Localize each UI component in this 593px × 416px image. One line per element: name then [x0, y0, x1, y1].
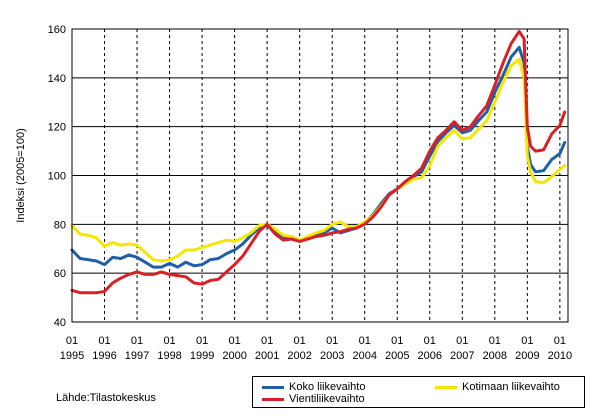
legend-swatch-vienti	[262, 397, 284, 401]
x-tick-labels: 01 1995 01 1996 01 1997 01 1998 01 1999 01 2000 01 20…	[60, 335, 572, 362]
x-tick-month-label: 01	[359, 335, 371, 347]
y-axis-label: Indeksi (2005=100)	[15, 128, 27, 222]
x-tick-year-label: 2007	[450, 350, 474, 362]
x-tick-month-label: 01	[196, 335, 208, 347]
x-tick-month-label: 01	[554, 335, 566, 347]
series-line-kotimaan-liikevaihto	[70, 58, 567, 263]
x-tick-month-label: 01	[456, 335, 468, 347]
y-tick-label: 160	[48, 24, 66, 36]
x-tick-month-label: 01	[391, 335, 403, 347]
x-tick-month-label: 01	[326, 335, 338, 347]
x-tick-year-label: 1997	[125, 350, 149, 362]
legend: Koko liikevaihto Kotimaan liikevaihto Vi…	[252, 376, 585, 408]
legend-label-kotimaan: Kotimaan liikevaihto	[462, 381, 560, 393]
legend-item-koko: Koko liikevaihto	[262, 381, 365, 393]
legend-item-kotimaan: Kotimaan liikevaihto	[435, 381, 560, 393]
x-tick-month-label: 01	[294, 335, 306, 347]
x-tick-month-label: 01	[131, 335, 143, 347]
series-line-vientiliikevaihto	[70, 29, 567, 295]
x-tick-year-label: 1998	[157, 350, 181, 362]
y-tick-label: 80	[54, 219, 66, 231]
x-tick-year-label: 2003	[320, 350, 344, 362]
legend-swatch-koko	[262, 385, 284, 389]
y-tick-label: 120	[48, 122, 66, 134]
x-tick-month-label: 01	[424, 335, 436, 347]
y-tick-label: 40	[54, 317, 66, 329]
legend-swatch-kotimaan	[435, 385, 457, 389]
x-tick-year-label: 2000	[222, 350, 246, 362]
x-tick-month-label: 01	[228, 335, 240, 347]
plot-frame	[71, 28, 569, 323]
x-tick-year-label: 2009	[515, 350, 539, 362]
x-tick-year-label: 1999	[190, 350, 214, 362]
x-tick-month-label: 01	[66, 335, 78, 347]
y-tick-labels: 40 60 80 100 120 140 160	[48, 24, 66, 329]
source-note: Lähde:Tilastokeskus	[56, 392, 156, 404]
series-line-koko-liikevaihto	[70, 45, 567, 269]
x-tick-month-label: 01	[261, 335, 273, 347]
legend-item-vienti: Vientiliikevaihto	[262, 393, 365, 405]
x-tick-year-label: 1996	[92, 350, 116, 362]
y-tick-label: 140	[48, 73, 66, 85]
x-tick-year-label: 2004	[352, 350, 376, 362]
x-tick-year-label: 2010	[548, 350, 572, 362]
x-tick-year-label: 1995	[60, 350, 84, 362]
x-tick-year-label: 2002	[287, 350, 311, 362]
x-tick-year-label: 2001	[255, 350, 279, 362]
x-tick-year-label: 2006	[418, 350, 442, 362]
y-tick-label: 60	[54, 268, 66, 280]
x-tick-year-label: 2005	[385, 350, 409, 362]
x-tick-month-label: 01	[521, 335, 533, 347]
x-tick-month-label: 01	[163, 335, 175, 347]
x-tick-year-label: 2008	[483, 350, 507, 362]
y-tick-label: 100	[48, 171, 66, 183]
x-tick-month-label: 01	[489, 335, 501, 347]
series-lines	[70, 29, 567, 295]
grid	[72, 28, 568, 323]
legend-label-vienti: Vientiliikevaihto	[289, 393, 365, 405]
x-tick-month-label: 01	[98, 335, 110, 347]
legend-label-koko: Koko liikevaihto	[289, 381, 366, 393]
